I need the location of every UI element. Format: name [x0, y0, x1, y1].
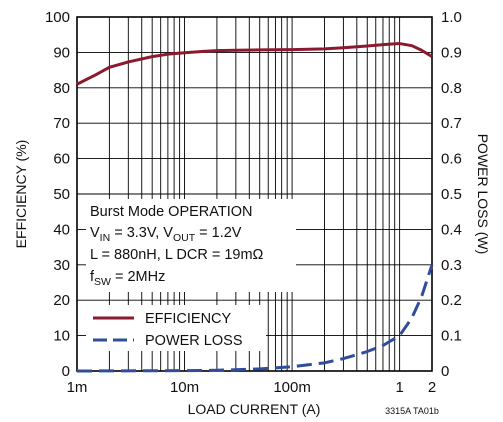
y-left-tick-label: 40	[53, 221, 70, 238]
x-tick-label: 10m	[170, 379, 199, 396]
legend-label-power-loss: POWER LOSS	[145, 333, 243, 349]
y-left-tick-label: 90	[53, 44, 70, 61]
y-left-tick-label: 60	[53, 151, 70, 168]
plot-frame	[76, 16, 433, 372]
series-line-efficiency	[76, 42, 433, 86]
series	[76, 42, 434, 373]
y-right-tick-label: 0.7	[441, 115, 462, 132]
legend-label-efficiency: EFFICIENCY	[145, 311, 232, 327]
y-right-tick-label: 0.1	[441, 328, 462, 345]
y-right-tick-label: 0.3	[441, 257, 462, 274]
y-left-tick-label: 0	[62, 363, 70, 380]
y-right-tick-label: 0.2	[441, 292, 462, 309]
y-right-tick-label: 0	[441, 363, 449, 380]
x-tick-label: 100m	[273, 379, 311, 396]
y-right-tick-label: 0.4	[441, 221, 462, 238]
y-left-tick-label: 50	[53, 186, 70, 203]
y-right-tick-label: 0.6	[441, 151, 462, 168]
y-left-tick-label: 10	[53, 328, 70, 345]
annotation-line-4: fSW = 2MHz	[90, 269, 165, 288]
x-tick-label: 2	[428, 379, 436, 396]
conditions-annotation: Burst Mode OPERATION VIN = 3.3V, VOUT = …	[86, 199, 296, 292]
annotation-background	[86, 199, 296, 292]
y-left-tick-label: 30	[53, 257, 70, 274]
y-axis-left-title: EFFICIENCY (%)	[13, 140, 29, 249]
axis-ticks: 0 10 20 30 40 50 60 70 80 90 100 0 0.1 0.2 0.3 0.4 0.5 0.…	[45, 9, 462, 396]
series-line-power-loss	[76, 264, 434, 373]
annotation-line-1: Burst Mode OPERATION	[90, 204, 253, 220]
y-right-tick-label: 0.8	[441, 80, 462, 97]
y-axis-right-title: POWER LOSS (W)	[475, 134, 491, 255]
annotation-line-3: L = 880nH, L DCR = 19mΩ	[90, 247, 264, 263]
x-tick-label: 1	[395, 379, 403, 396]
y-right-tick-label: 0.5	[441, 186, 462, 203]
y-left-tick-label: 20	[53, 292, 70, 309]
y-left-tick-label: 70	[53, 115, 70, 132]
x-axis-title: LOAD CURRENT (A)	[188, 401, 321, 417]
annotation-line-2: VIN = 3.3V, VOUT = 1.2V	[90, 225, 242, 244]
legend: EFFICIENCY POWER LOSS	[86, 305, 266, 351]
y-left-tick-label: 100	[45, 9, 70, 26]
y-right-tick-label: 0.9	[441, 44, 462, 61]
figure-id: 3315A TA01b	[385, 406, 439, 416]
y-right-tick-label: 1.0	[441, 9, 462, 26]
y-left-tick-label: 80	[53, 80, 70, 97]
legend-background	[86, 305, 266, 351]
x-tick-label: 1m	[67, 379, 88, 396]
